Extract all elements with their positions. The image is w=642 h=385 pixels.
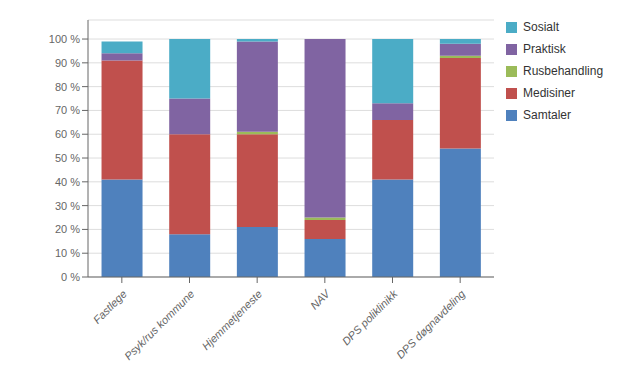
svg-text:100 %: 100 % (49, 33, 80, 45)
svg-text:10 %: 10 % (55, 247, 80, 259)
svg-text:40 %: 40 % (55, 176, 80, 188)
html-text:Medisiner: Medisiner (523, 86, 575, 100)
svg-text:DPS døgnavdeling: DPS døgnavdeling (394, 287, 468, 361)
svg-text:NAV: NAV (308, 286, 333, 311)
svg-text:Psyk/rus kommune: Psyk/rus kommune (122, 288, 197, 363)
svg-text:90 %: 90 % (55, 57, 80, 69)
svg-text:60 %: 60 % (55, 128, 80, 140)
svg-text:80 %: 80 % (55, 81, 80, 93)
html-text:Samtaler: Samtaler (523, 108, 571, 122)
svg-text:20 %: 20 % (55, 223, 80, 235)
svg-text:50 %: 50 % (55, 152, 80, 164)
svg-text:Fastlege: Fastlege (91, 288, 129, 326)
html-text:Rusbehandling: Rusbehandling (523, 64, 604, 78)
svg-text:70 %: 70 % (55, 104, 80, 116)
svg-text:0 %: 0 % (61, 271, 80, 283)
svg-text:DPS poliklinikk: DPS poliklinikk (340, 287, 400, 347)
html-text:Sosialt: Sosialt (523, 20, 559, 34)
svg-text:Hjemmetjeneste: Hjemmetjeneste (200, 288, 265, 353)
svg-text:30 %: 30 % (55, 200, 80, 212)
html-text:Praktisk: Praktisk (523, 42, 566, 56)
